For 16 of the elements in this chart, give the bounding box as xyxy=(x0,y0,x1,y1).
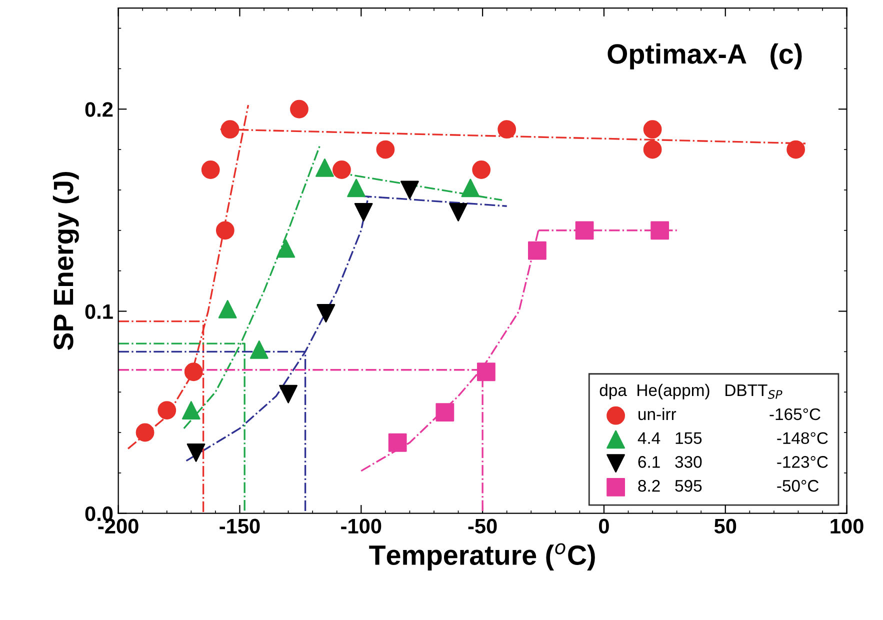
y-tick-label: 0.2 xyxy=(85,102,113,117)
x-tick-label: 50 xyxy=(714,518,736,534)
legend-label: 6.1 330 -123°C xyxy=(638,456,828,468)
x-axis-title: Temperature ($^{o}$C) xyxy=(369,543,595,570)
y-axis-title: SP Energy (J) xyxy=(52,172,79,350)
legend-label: 4.4 155 -148°C xyxy=(638,432,828,444)
x-tick-label: 100 xyxy=(830,518,864,534)
x-tick-label: -50 xyxy=(468,518,497,534)
text: Optimax-A (c) xyxy=(608,43,802,70)
legend-label: 8.2 595 -50°C xyxy=(638,480,819,492)
x-tick-label: 0 xyxy=(599,518,609,534)
legend-label: un-irr -165°C xyxy=(638,408,820,420)
x-tick-label: -150 xyxy=(220,518,260,534)
y-tick-label: 0.1 xyxy=(85,304,113,319)
x-tick-label: -100 xyxy=(341,518,382,534)
legend-title: dpa He(appm) DBTT$_{SP}$ xyxy=(600,384,782,400)
